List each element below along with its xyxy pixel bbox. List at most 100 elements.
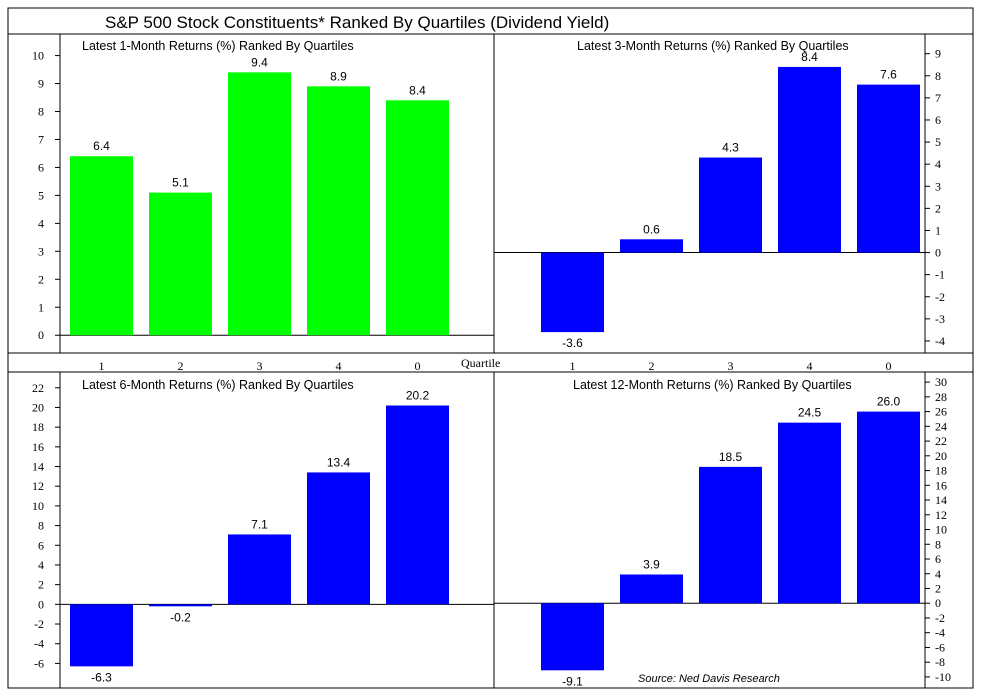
y-tick-label: -10 xyxy=(935,670,951,684)
y-tick-label: 0 xyxy=(935,246,941,260)
category-label: 0 xyxy=(886,359,892,373)
value-label: -6.3 xyxy=(91,670,112,684)
y-tick-label: 1 xyxy=(935,223,941,237)
y-tick-label: 9 xyxy=(935,47,941,61)
panel-title: Latest 3-Month Returns (%) Ranked By Qua… xyxy=(577,39,849,53)
y-tick-label: 2 xyxy=(935,201,941,215)
bar-quartile-4 xyxy=(307,86,370,336)
y-tick-label: -4 xyxy=(935,334,945,348)
y-tick-label: 10 xyxy=(32,499,44,513)
bar-quartile-0 xyxy=(386,405,449,605)
y-tick-label: 4 xyxy=(38,558,44,572)
y-tick-label: 6 xyxy=(935,113,941,127)
bar-quartile-4 xyxy=(778,422,841,604)
y-tick-label: -8 xyxy=(935,655,945,669)
y-tick-label: -6 xyxy=(935,640,945,654)
value-label: -3.6 xyxy=(562,336,583,350)
y-tick-label: 6 xyxy=(38,160,44,174)
y-tick-label: 5 xyxy=(38,188,44,202)
y-tick-label: 6 xyxy=(935,552,941,566)
y-tick-label: 10 xyxy=(935,523,947,537)
y-tick-label: 8 xyxy=(935,537,941,551)
figure-title: S&P 500 Stock Constituents* Ranked By Qu… xyxy=(105,13,609,32)
bar-quartile-3 xyxy=(699,157,762,253)
value-label: 4.3 xyxy=(722,141,739,155)
value-label: 5.1 xyxy=(172,176,189,190)
y-tick-label: 12 xyxy=(32,479,44,493)
category-label: 3 xyxy=(257,359,263,373)
value-label: 26.0 xyxy=(877,395,901,409)
y-tick-label: 0 xyxy=(935,596,941,610)
value-label: -0.2 xyxy=(170,610,191,624)
category-label: 3 xyxy=(728,359,734,373)
y-tick-label: 4 xyxy=(935,567,941,581)
value-label: -9.1 xyxy=(562,674,583,688)
bar-quartile-1 xyxy=(70,604,133,667)
y-tick-label: 7 xyxy=(935,91,941,105)
category-label: 4 xyxy=(807,359,813,373)
y-tick-label: 6 xyxy=(38,538,44,552)
y-tick-label: 30 xyxy=(935,375,947,389)
category-label: 2 xyxy=(649,359,655,373)
bar-quartile-3 xyxy=(228,72,291,336)
y-tick-label: 20 xyxy=(935,449,947,463)
value-label: 9.4 xyxy=(251,55,268,69)
bar-quartile-2 xyxy=(620,239,683,253)
category-label: 2 xyxy=(178,359,184,373)
value-label: 6.4 xyxy=(93,139,110,153)
value-label: 24.5 xyxy=(798,406,822,420)
bar-quartile-1 xyxy=(541,603,604,671)
value-label: 20.2 xyxy=(406,388,430,402)
bar-quartile-1 xyxy=(541,252,604,333)
category-label: 4 xyxy=(336,359,342,373)
y-tick-label: 9 xyxy=(38,77,44,91)
value-label: 8.4 xyxy=(409,83,426,97)
bar-quartile-0 xyxy=(857,411,920,604)
y-tick-label: 8 xyxy=(935,69,941,83)
y-tick-label: 18 xyxy=(935,464,947,478)
panel-1-month: Latest 1-Month Returns (%) Ranked By Qua… xyxy=(32,39,494,373)
y-tick-label: 28 xyxy=(935,390,947,404)
bar-quartile-4 xyxy=(307,472,370,605)
panel-title: Latest 12-Month Returns (%) Ranked By Qu… xyxy=(573,378,852,392)
x-axis-title: Quartile xyxy=(461,356,500,370)
y-tick-label: 20 xyxy=(32,400,44,414)
y-tick-label: -4 xyxy=(935,626,945,640)
value-label: 3.9 xyxy=(643,557,660,571)
bar-quartile-2 xyxy=(149,192,212,336)
value-label: 8.9 xyxy=(330,69,347,83)
value-label: 18.5 xyxy=(719,450,743,464)
y-tick-label: 14 xyxy=(935,493,947,507)
y-tick-label: 2 xyxy=(935,581,941,595)
value-label: 13.4 xyxy=(327,455,351,469)
y-tick-label: 16 xyxy=(935,478,947,492)
bar-quartile-4 xyxy=(778,66,841,253)
y-tick-label: -2 xyxy=(935,611,945,625)
figure-border xyxy=(7,7,974,689)
y-tick-label: 7 xyxy=(38,132,44,146)
y-tick-label: 26 xyxy=(935,405,947,419)
panel-title: Latest 6-Month Returns (%) Ranked By Qua… xyxy=(82,378,354,392)
y-tick-label: 8 xyxy=(38,105,44,119)
source-note: Source: Ned Davis Research xyxy=(638,673,780,685)
y-tick-label: 24 xyxy=(935,419,947,433)
y-tick-label: 5 xyxy=(935,135,941,149)
value-label: 7.6 xyxy=(880,68,897,82)
bar-quartile-0 xyxy=(857,84,920,253)
y-tick-label: 14 xyxy=(32,460,44,474)
y-tick-label: 16 xyxy=(32,440,44,454)
bar-quartile-3 xyxy=(228,534,291,605)
y-tick-label: 12 xyxy=(935,508,947,522)
y-tick-label: 2 xyxy=(38,578,44,592)
value-label: 8.4 xyxy=(801,50,818,64)
y-tick-label: -6 xyxy=(34,656,44,670)
y-tick-label: 4 xyxy=(935,157,941,171)
panel-title: Latest 1-Month Returns (%) Ranked By Qua… xyxy=(82,39,354,53)
y-tick-label: 0 xyxy=(38,597,44,611)
y-tick-label: 1 xyxy=(38,300,44,314)
value-label: 0.6 xyxy=(643,222,660,236)
y-tick-label: 4 xyxy=(38,216,44,230)
value-label: 7.1 xyxy=(251,517,268,531)
y-tick-label: 8 xyxy=(38,519,44,533)
